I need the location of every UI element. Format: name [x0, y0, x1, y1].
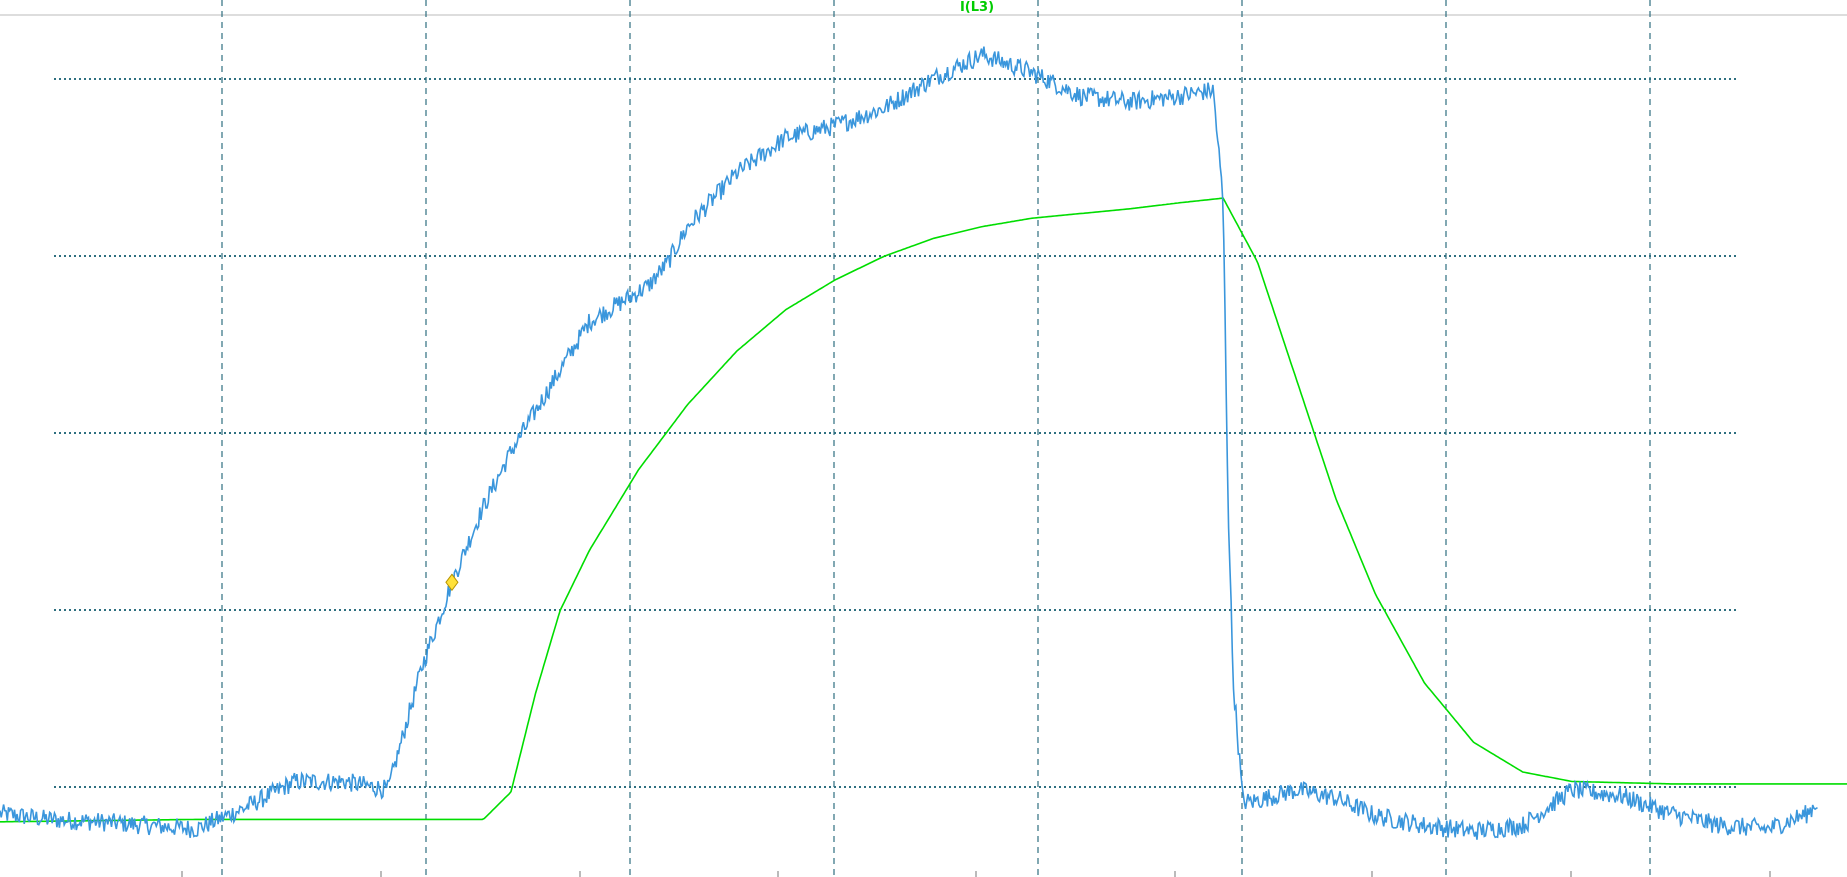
series-layer [0, 46, 1847, 840]
series-label-i-l3[interactable]: I(L3) [960, 0, 994, 15]
marker-layer [445, 573, 459, 592]
grid-lines [54, 0, 1737, 877]
series-measured-line [0, 46, 1818, 840]
cursor-marker[interactable] [445, 573, 459, 592]
series-i-l3-line [0, 197, 1847, 823]
bottom-ticks [181, 871, 1771, 877]
